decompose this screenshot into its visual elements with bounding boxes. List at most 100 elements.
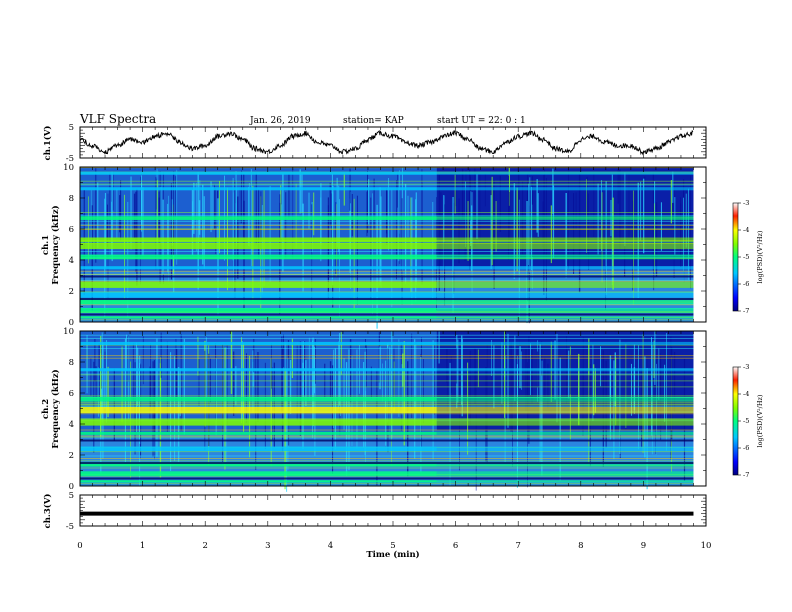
- ch2-sferic-streak: [379, 346, 381, 390]
- ch1-sferic-streak: [261, 205, 263, 295]
- ch2-band-7: [80, 396, 437, 402]
- ch2-narrowband-line: [80, 348, 694, 349]
- y-tick-label: 0: [69, 482, 74, 492]
- ch1-sferic-streak: [279, 202, 281, 305]
- ch2-sferic-streak: [615, 357, 617, 426]
- ch2-sferic-streak: [525, 349, 527, 412]
- ch1-sferic-streak: [282, 173, 284, 272]
- ch2-sferic-streak: [312, 340, 313, 439]
- ch1-sferic-streak: [386, 188, 387, 234]
- ch1-narrowband-line: [80, 229, 694, 230]
- ch2-band-9-late: [436, 341, 694, 345]
- ch1-sferic-streak: [495, 201, 497, 252]
- ch2-band-2: [80, 462, 437, 467]
- ch2-narrowband-line: [80, 451, 694, 453]
- ch1-sferic-streak: [660, 202, 662, 251]
- ch2-narrowband-line: [80, 435, 694, 437]
- x-tick-label: 1: [140, 541, 145, 551]
- ch2-colorbar: -3 -4 -5 -6 -7 log(PSD)(V²/Hz): [732, 363, 764, 479]
- ch1-sferic-streak: [299, 169, 301, 214]
- ch1-band-8-late: [436, 237, 694, 243]
- ch2-sferic-streak: [423, 359, 424, 424]
- ch2-sferic-streak: [100, 335, 102, 437]
- ch1-sferic-streak: [158, 191, 160, 227]
- ch1-sferic-streak: [241, 170, 242, 224]
- ch1-sferic-streak: [235, 203, 237, 241]
- ch1-band-2-late: [436, 299, 694, 305]
- ch1-band-0-late: [436, 316, 694, 319]
- ch2-sferic-streak: [205, 337, 207, 398]
- ch2-sferic-streak: [456, 348, 458, 384]
- ch2-sferic-streak: [516, 364, 518, 488]
- cb2-tick-4: -6: [743, 444, 749, 452]
- ch1-sferic-streak: [461, 168, 464, 220]
- ch2-sferic-streak: [101, 332, 103, 423]
- ch2-sferic-streak: [578, 353, 580, 426]
- ch1-sferic-streak: [674, 197, 676, 255]
- ch2-sferic-streak: [531, 349, 533, 404]
- ch1-sferic-streak: [528, 183, 529, 266]
- ch1-narrowband-line: [80, 215, 694, 217]
- ch2-sferic-streak: [95, 366, 97, 400]
- ch2-spectrogram-image: [80, 331, 706, 492]
- ch1-sferic-streak: [173, 171, 175, 256]
- ch2-sferic-streak: [340, 332, 342, 375]
- ch3-ylabel: ch.3(V): [42, 494, 53, 529]
- ch1-sferic-streak: [624, 172, 626, 247]
- ch1-band-3-late: [436, 292, 694, 298]
- ch2-sferic-streak: [528, 336, 530, 444]
- ch2-sferic-streak: [343, 358, 345, 430]
- ch2-sferic-streak: [104, 351, 106, 385]
- ch1-spectrogram-ticks: 0 2 4 6 8 10: [63, 163, 707, 328]
- cb1-label: log(PSD)(V²/Hz): [756, 230, 764, 283]
- ch1-band-9: [80, 216, 437, 221]
- ch1-sferic-streak: [210, 181, 212, 233]
- ch1-sferic-streak: [119, 195, 121, 233]
- ch2-sferic-streak: [176, 349, 178, 397]
- ch2-sferic-streak: [474, 348, 476, 405]
- x-tick-label: 6: [453, 541, 458, 551]
- ch2-band-8-late: [436, 368, 694, 372]
- ch1-sferic-streak: [90, 190, 92, 259]
- ch2-sferic-streak: [539, 344, 541, 462]
- ch1-sferic-streak: [301, 174, 303, 213]
- ch1-band-6: [80, 254, 437, 260]
- ch2-sferic-streak: [241, 337, 242, 423]
- ch1-sferic-streak: [399, 190, 401, 264]
- ch2-sferic-streak: [94, 339, 96, 382]
- ch1-narrowband-line: [80, 228, 694, 230]
- ch2-sferic-streak: [364, 351, 366, 455]
- ch2-narrowband-line: [80, 405, 694, 407]
- ch2-sferic-streak: [485, 367, 487, 462]
- ch2-sferic-streak: [126, 334, 127, 371]
- ch2-sferic-streak: [284, 368, 286, 490]
- ch1-sferic-streak: [130, 176, 132, 250]
- ch1-sferic-streak: [112, 171, 114, 211]
- ch2-sferic-streak: [673, 351, 676, 412]
- ch1-waveform-panel: 5 -5 ch.1(V): [42, 123, 707, 164]
- ch1-narrowband-line: [80, 280, 694, 282]
- ch1-sferic-streak: [107, 204, 108, 247]
- ch1-sferic-streak: [543, 174, 545, 295]
- ch1-spec-blank: [693, 167, 706, 322]
- y-tick-label: 2: [69, 451, 74, 461]
- ch3-waveform-panel: 5 -5 ch.3(V) 0 1 2 3 4 5 6 7 8 9 10: [42, 491, 711, 551]
- ch2-sferic-streak: [340, 368, 341, 417]
- ch2-sferic-streak: [438, 331, 440, 364]
- ch2-narrowband-line: [80, 404, 694, 406]
- ch3-ytick-bottom: -5: [66, 522, 74, 532]
- ch1-sferic-streak: [239, 188, 241, 224]
- ch2-sferic-streak: [550, 341, 552, 402]
- ch1-sferic-streak: [116, 188, 118, 238]
- ch1-sferic-streak: [465, 181, 466, 248]
- ch2-sferic-streak: [391, 331, 393, 439]
- ch1-sferic-streak: [690, 175, 691, 289]
- ch1-gap-1: [80, 313, 694, 316]
- x-tick-label: 9: [641, 541, 646, 551]
- ch2-narrowband-line: [80, 460, 694, 462]
- ch2-band-8: [80, 368, 437, 372]
- ch1-band-7-late: [436, 242, 694, 250]
- ch2-band-7-late: [436, 396, 694, 402]
- ch1-sferic-streak: [351, 194, 353, 237]
- y-tick-label: 6: [69, 389, 74, 399]
